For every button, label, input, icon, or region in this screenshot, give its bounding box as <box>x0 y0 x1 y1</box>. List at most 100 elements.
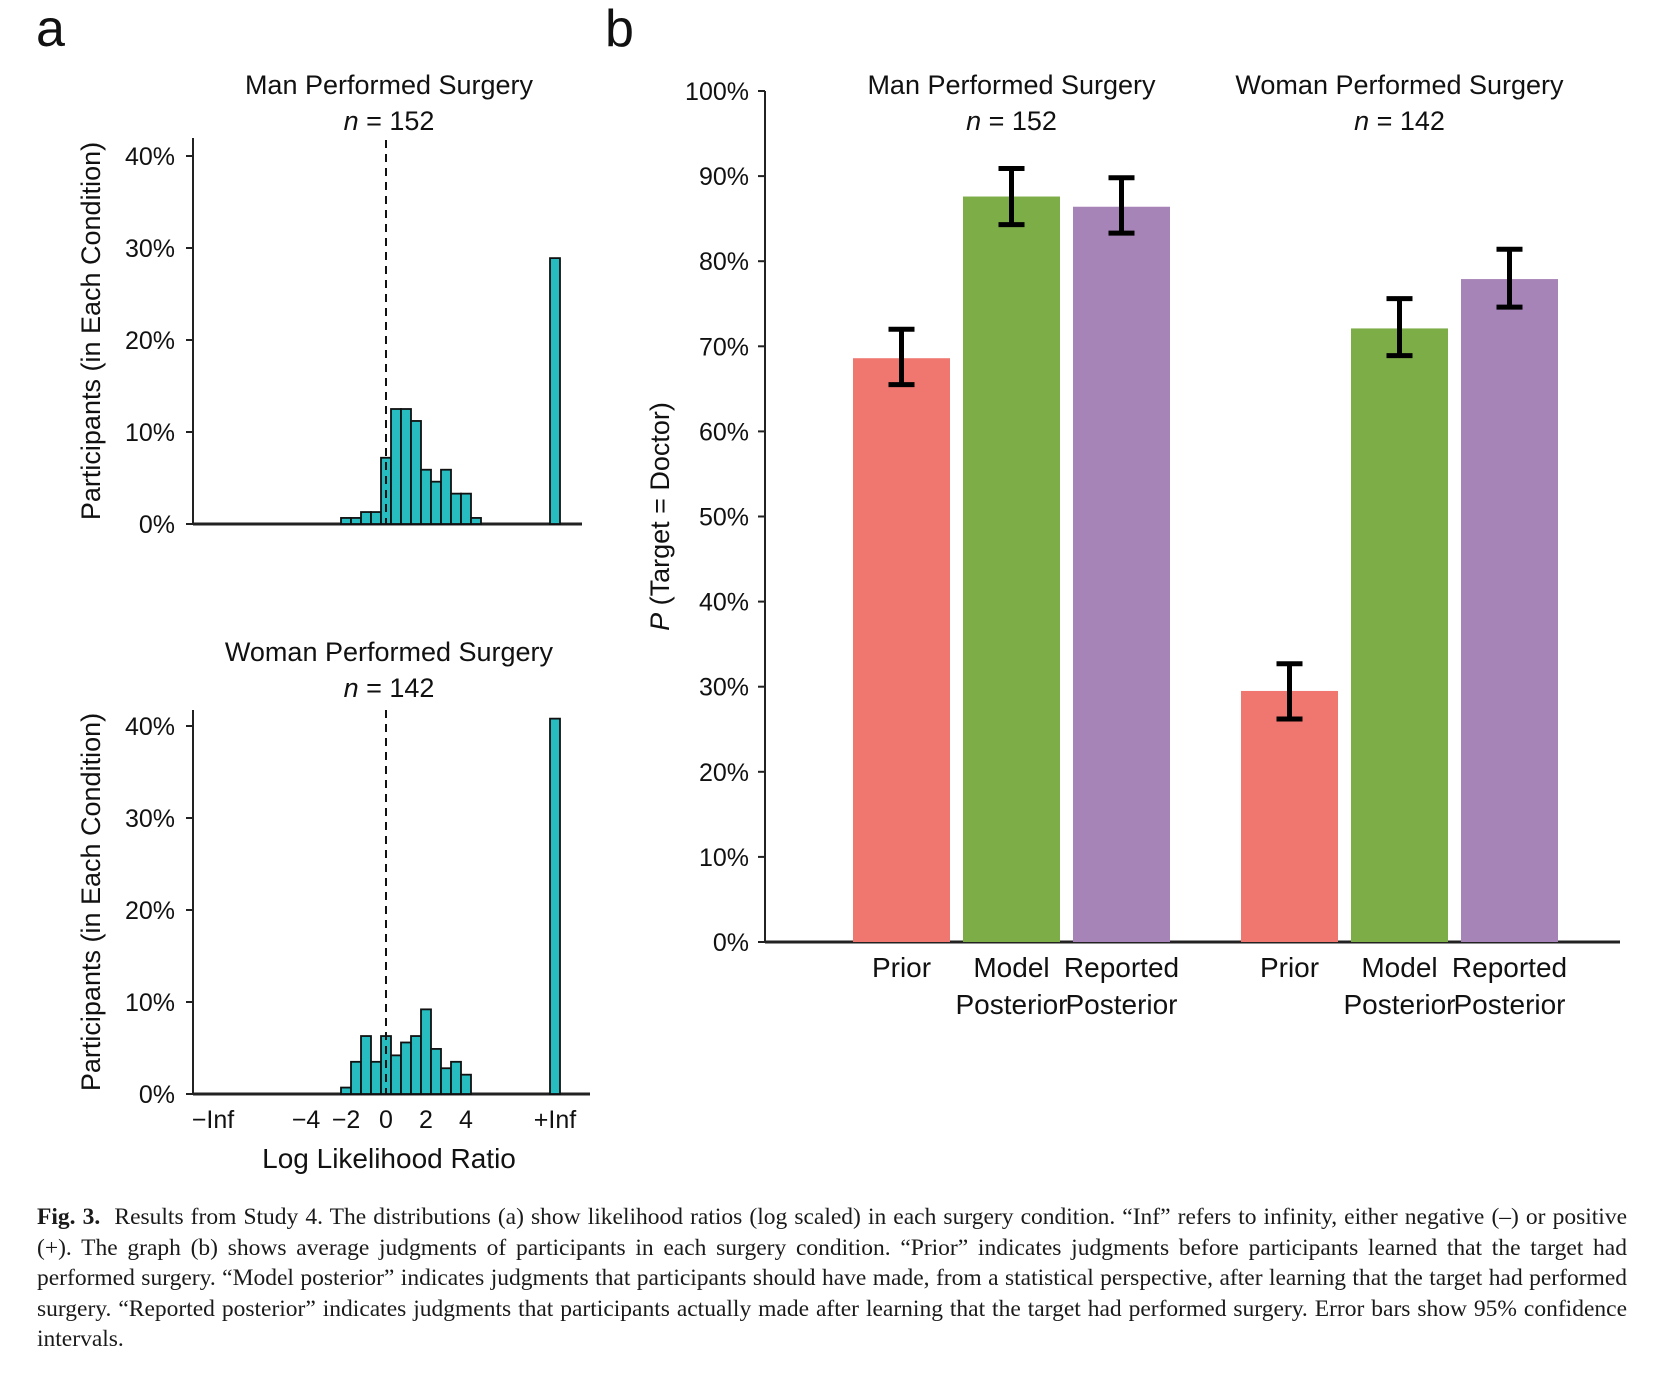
sample-size-label: n = 152 <box>344 106 435 136</box>
x-tick-label: −4 <box>292 1106 321 1134</box>
x-tick-label: 2 <box>419 1106 433 1134</box>
n-value: = 152 <box>359 106 435 136</box>
x-category-label: Prior <box>1260 952 1319 983</box>
y-tick-label: 10% <box>125 419 175 447</box>
y-tick-label: 20% <box>699 759 749 787</box>
histogram-title: Man Performed Surgery <box>245 70 534 100</box>
y-tick-label: 90% <box>699 163 749 191</box>
panel-label-a: a <box>36 0 65 58</box>
n-value: = 152 <box>981 106 1057 136</box>
n-symbol: n <box>966 106 981 136</box>
histogram-bar <box>470 517 482 525</box>
x-category-label-line2: Posterior <box>1065 989 1177 1020</box>
n-value: = 142 <box>359 673 435 703</box>
y-tick-label: 20% <box>125 897 175 925</box>
y-axis-label-rest: (Target = Doctor) <box>645 402 675 613</box>
histogram-bar <box>400 1041 412 1095</box>
y-axis-label: Participants (in Each Condition) <box>76 142 106 520</box>
n-value: = 142 <box>1369 106 1445 136</box>
x-category-label-line2: Posterior <box>1343 989 1455 1020</box>
histogram-bar-pos-inf <box>549 257 561 525</box>
group-sample-size: n = 142 <box>1354 106 1445 136</box>
x-category-label: Model <box>1361 952 1437 983</box>
y-tick-label: 0% <box>713 929 749 957</box>
histogram-bar <box>430 480 442 525</box>
group-title: Man Performed Surgery <box>867 70 1156 100</box>
histogram-bar <box>390 408 402 525</box>
histogram-bar <box>450 1060 462 1095</box>
x-axis-label: Log Likelihood Ratio <box>262 1143 516 1174</box>
bar-chart-judgments: 0% 10% 20% 30% 40% 50% 60% 70% 80% 90% 100% P (Targ… <box>645 70 1620 1020</box>
y-tick-label: 40% <box>699 589 749 617</box>
y-tick-label: 10% <box>125 989 175 1017</box>
y-axis-label: P (Target = Doctor) <box>645 402 675 631</box>
histogram-bar <box>360 1035 372 1095</box>
y-tick-label: 20% <box>125 327 175 355</box>
x-tick-label: 4 <box>459 1106 473 1134</box>
panel-label-b: b <box>605 0 634 58</box>
y-tick-label: 70% <box>699 333 749 361</box>
figure-caption: Fig. 3. Results from Study 4. The distri… <box>37 1202 1627 1355</box>
y-tick-label: 30% <box>125 235 175 263</box>
histogram-bar-pos-inf <box>549 717 561 1095</box>
y-axis-label: Participants (in Each Condition) <box>76 713 106 1091</box>
y-tick-label: 60% <box>699 418 749 446</box>
y-tick-label: 10% <box>699 844 749 872</box>
x-tick-label: −Inf <box>192 1106 234 1134</box>
histogram-bar <box>420 1008 432 1095</box>
y-tick-label: 40% <box>125 143 175 171</box>
y-tick-label: 50% <box>699 504 749 532</box>
histogram-bar <box>410 420 422 525</box>
histogram-bar <box>370 511 382 525</box>
y-tick-label: 30% <box>125 805 175 833</box>
histogram-bar <box>460 492 472 525</box>
histogram-bar <box>340 1086 352 1095</box>
y-tick-label: 0% <box>139 511 175 539</box>
caption-text: Results from Study 4. The distributions … <box>37 1204 1627 1352</box>
histogram-woman: Woman Performed Surgery n = 142 0% 10% 20% 30… <box>76 637 590 1174</box>
bar <box>1351 328 1448 943</box>
bar <box>1073 206 1170 943</box>
histogram-bar <box>400 408 412 525</box>
histogram-bar <box>340 517 352 525</box>
x-tick-label: 0 <box>379 1106 393 1134</box>
y-tick-label: 80% <box>699 248 749 276</box>
n-symbol: n <box>1354 106 1369 136</box>
histogram-bar <box>420 468 432 525</box>
histogram-bar <box>430 1048 442 1095</box>
x-category-label: Reported <box>1064 952 1179 983</box>
histogram-bar <box>410 1035 422 1095</box>
x-category-label: Reported <box>1452 952 1567 983</box>
group-sample-size: n = 152 <box>966 106 1057 136</box>
x-category-label: Prior <box>872 952 931 983</box>
histogram-bar <box>450 492 462 525</box>
histogram-bar <box>350 1060 362 1095</box>
y-tick-label: 100% <box>685 78 749 106</box>
bar <box>963 196 1060 943</box>
bar <box>853 358 950 942</box>
x-tick-label: −2 <box>332 1106 361 1134</box>
n-symbol: n <box>344 673 359 703</box>
histogram-bar <box>440 1067 452 1095</box>
bar <box>1241 690 1338 942</box>
x-tick-label: +Inf <box>534 1106 576 1134</box>
histogram-title: Woman Performed Surgery <box>225 637 554 667</box>
histogram-bar <box>390 1054 402 1095</box>
y-axis-label-italic: P <box>645 613 675 631</box>
caption-figure-label: Fig. 3. <box>37 1204 101 1230</box>
x-category-label-line2: Posterior <box>1453 989 1565 1020</box>
histogram-bar <box>350 517 362 525</box>
x-category-label-line2: Posterior <box>955 989 1067 1020</box>
sample-size-label: n = 142 <box>344 673 435 703</box>
histogram-bar <box>360 511 372 525</box>
histogram-man: Man Performed Surgery n = 152 0% 10% 20% 30% 4… <box>76 70 582 539</box>
group-title: Woman Performed Surgery <box>1235 70 1564 100</box>
x-category-label: Model <box>973 952 1049 983</box>
bar <box>1461 279 1558 942</box>
n-symbol: n <box>344 106 359 136</box>
histogram-bar <box>460 1073 472 1095</box>
histogram-bar <box>370 1060 382 1095</box>
histogram-bar <box>440 468 452 525</box>
y-tick-label: 40% <box>125 713 175 741</box>
